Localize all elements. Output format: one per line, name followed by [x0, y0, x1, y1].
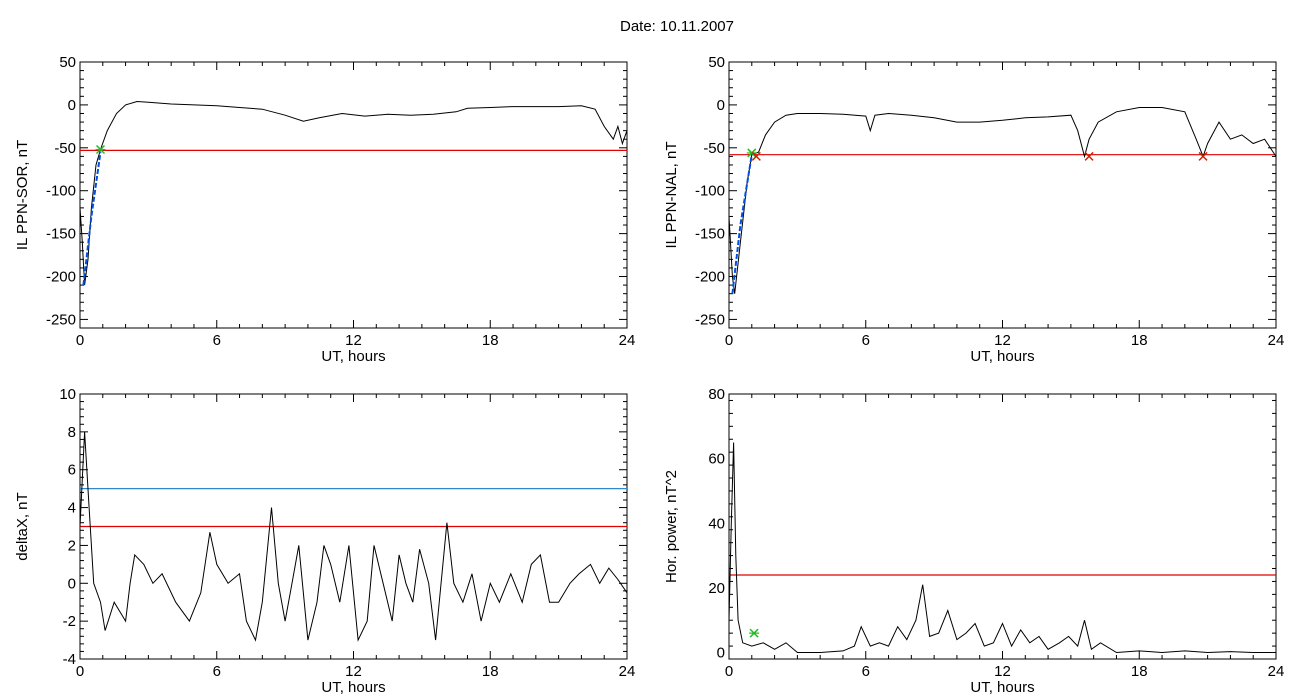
event-cross-marker	[1198, 151, 1208, 161]
y-tick-label: -100	[695, 183, 725, 200]
y-tick-label: 6	[68, 462, 76, 479]
x-tick-label: 0	[76, 663, 84, 680]
y-axis-label: IL PPN-NAL, nT	[663, 142, 680, 249]
x-tick-label: 18	[1131, 332, 1148, 349]
series-line	[79, 100, 628, 286]
series-line	[728, 442, 1276, 654]
y-tick-label: 0	[68, 575, 76, 592]
x-tick-label: 0	[725, 663, 733, 680]
y-tick-label: 0	[717, 97, 725, 114]
x-axis-label: UT, hours	[970, 348, 1034, 365]
y-tick-label: 2	[68, 537, 76, 554]
fit-line	[82, 151, 102, 286]
plot-frame	[728, 393, 1277, 660]
series-line	[79, 431, 628, 642]
y-tick-label: -4	[63, 651, 76, 668]
plot-frame	[79, 61, 628, 329]
x-tick-label: 18	[482, 332, 499, 349]
y-tick-label: 40	[708, 515, 725, 532]
panel-deltax: 0 6 12 18 24 10 8 6 4 2 0 -2 -4 UT, hours deltaX, nT	[14, 386, 635, 696]
x-tick-label: 12	[345, 332, 362, 349]
x-tick-label: 12	[345, 663, 362, 680]
y-tick-label: -50	[703, 140, 725, 157]
x-tick-label: 24	[1268, 663, 1285, 680]
y-tick-label: -250	[46, 311, 76, 328]
x-tick-label: 6	[213, 332, 221, 349]
series-line	[728, 107, 1277, 294]
y-axis-label: IL PPN-SOR, nT	[14, 140, 31, 250]
y-tick-label: 20	[708, 580, 725, 597]
y-tick-label: 50	[708, 54, 725, 71]
y-tick-label: -150	[695, 226, 725, 243]
y-tick-label: 4	[68, 500, 76, 517]
fit-line	[731, 154, 753, 294]
x-tick-label: 18	[1131, 663, 1148, 680]
y-tick-label: 10	[59, 386, 76, 403]
x-tick-label: 6	[862, 663, 870, 680]
x-axis-label: UT, hours	[321, 679, 385, 696]
y-tick-label: -50	[54, 140, 76, 157]
x-tick-label: 0	[725, 332, 733, 349]
y-tick-label: -150	[46, 226, 76, 243]
x-tick-label: 6	[862, 332, 870, 349]
y-tick-label: -250	[695, 311, 725, 328]
x-axis-label: UT, hours	[970, 679, 1034, 696]
x-tick-label: 6	[213, 663, 221, 680]
y-tick-label: 50	[59, 54, 76, 71]
x-tick-label: 18	[482, 663, 499, 680]
x-tick-label: 12	[994, 332, 1011, 349]
panel-hor-power: 0 6 12 18 24 80 60 40 20 0 UT, hours Hor. power, nT…	[663, 386, 1284, 696]
y-tick-label: -100	[46, 183, 76, 200]
y-tick-label: -200	[46, 269, 76, 286]
event-star-marker	[746, 148, 757, 158]
page-title: Date: 10.11.2007	[620, 18, 734, 35]
y-tick-label: 0	[717, 645, 725, 662]
x-tick-label: 24	[1268, 332, 1285, 349]
y-tick-label: 80	[708, 386, 725, 403]
y-tick-label: 8	[68, 424, 76, 441]
y-tick-label: 60	[708, 451, 725, 468]
x-tick-label: 12	[994, 663, 1011, 680]
x-tick-label: 0	[76, 332, 84, 349]
x-tick-label: 24	[619, 332, 636, 349]
event-cross-marker	[751, 151, 761, 161]
plot-frame	[728, 61, 1277, 329]
event-star-marker	[749, 628, 760, 638]
y-tick-label: -200	[695, 269, 725, 286]
panel-il-ppn-sor: 0 6 12 18 24 50 0 -50 -100 -150 -200 -250 UT, hours I…	[14, 54, 635, 365]
x-tick-label: 24	[619, 663, 636, 680]
event-star-marker	[95, 144, 106, 155]
y-tick-label: 0	[68, 97, 76, 114]
y-axis-label: Hor. power, nT^2	[663, 470, 680, 583]
y-axis-label: deltaX, nT	[14, 492, 31, 560]
x-axis-label: UT, hours	[321, 348, 385, 365]
event-cross-marker	[1084, 151, 1094, 161]
y-tick-label: -2	[63, 613, 76, 630]
panel-il-ppn-nal: 0 6 12 18 24 50 0 -50 -100 -150 -200 -250 UT, hours I…	[663, 54, 1284, 365]
